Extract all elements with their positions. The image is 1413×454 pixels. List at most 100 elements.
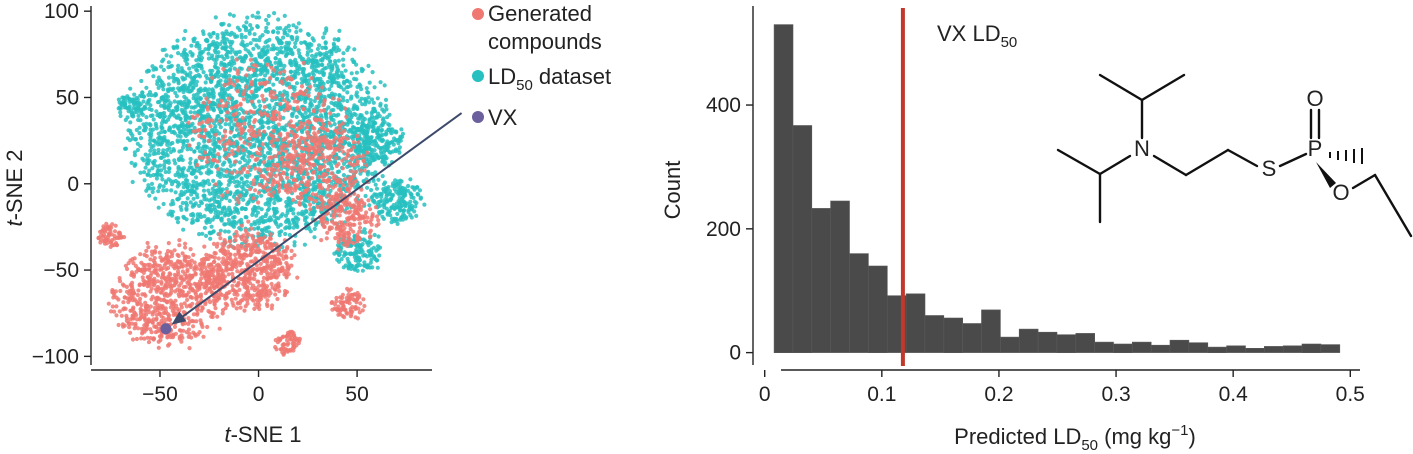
point-generated bbox=[130, 257, 135, 262]
point-ld50-dataset bbox=[255, 24, 260, 29]
point-ld50-dataset bbox=[213, 142, 218, 147]
point-ld50-dataset bbox=[173, 178, 178, 184]
point-generated bbox=[277, 259, 282, 264]
point-ld50-dataset bbox=[215, 32, 220, 38]
point-ld50-dataset bbox=[288, 198, 293, 203]
point-generated bbox=[251, 293, 256, 298]
point-generated bbox=[172, 248, 177, 253]
point-generated bbox=[193, 292, 198, 297]
point-generated bbox=[216, 276, 221, 281]
point-ld50-dataset bbox=[315, 201, 321, 206]
point-generated bbox=[104, 237, 109, 242]
point-ld50-dataset bbox=[344, 85, 349, 90]
point-ld50-dataset bbox=[192, 36, 197, 41]
point-ld50-dataset bbox=[156, 147, 161, 153]
point-ld50-dataset bbox=[354, 70, 359, 75]
point-ld50-dataset bbox=[389, 140, 395, 145]
point-ld50-dataset bbox=[197, 74, 202, 79]
point-generated bbox=[169, 254, 174, 259]
point-ld50-dataset bbox=[194, 83, 199, 88]
point-generated bbox=[237, 301, 242, 306]
point-ld50-dataset bbox=[341, 57, 346, 62]
point-ld50-dataset bbox=[345, 90, 350, 95]
point-ld50-dataset bbox=[201, 179, 206, 184]
point-ld50-dataset bbox=[306, 32, 311, 38]
point-ld50-dataset bbox=[265, 39, 270, 44]
point-generated bbox=[135, 326, 141, 331]
point-generated bbox=[112, 229, 118, 234]
point-generated bbox=[275, 296, 280, 302]
point-ld50-dataset bbox=[370, 265, 375, 270]
point-ld50-dataset bbox=[223, 222, 228, 227]
point-ld50-dataset bbox=[408, 205, 413, 210]
point-generated bbox=[162, 293, 167, 298]
point-ld50-dataset bbox=[146, 99, 151, 104]
point-generated bbox=[263, 265, 268, 271]
point-ld50-dataset bbox=[284, 25, 289, 30]
point-ld50-dataset bbox=[274, 209, 280, 214]
point-ld50-dataset bbox=[311, 68, 317, 73]
point-generated bbox=[265, 284, 270, 289]
point-generated bbox=[268, 266, 273, 271]
point-ld50-dataset bbox=[258, 103, 263, 109]
point-ld50-dataset bbox=[243, 173, 248, 178]
point-ld50-dataset bbox=[180, 200, 185, 206]
point-ld50-dataset bbox=[266, 206, 272, 211]
point-generated bbox=[119, 313, 124, 318]
point-generated bbox=[227, 239, 232, 244]
point-generated bbox=[149, 297, 154, 302]
point-ld50-dataset bbox=[204, 233, 209, 238]
point-ld50-dataset bbox=[208, 147, 213, 152]
point-ld50-dataset bbox=[349, 94, 354, 99]
point-ld50-dataset bbox=[264, 142, 270, 147]
point-ld50-dataset bbox=[352, 47, 357, 52]
point-ld50-dataset bbox=[128, 128, 133, 133]
point-generated bbox=[160, 273, 165, 278]
point-ld50-dataset bbox=[160, 177, 165, 182]
point-ld50-dataset bbox=[376, 145, 381, 150]
point-ld50-dataset bbox=[258, 62, 264, 67]
point-generated bbox=[137, 296, 143, 301]
point-ld50-dataset bbox=[251, 46, 256, 51]
point-generated bbox=[273, 283, 279, 288]
point-ld50-dataset bbox=[288, 207, 294, 212]
point-ld50-dataset bbox=[317, 43, 322, 48]
point-generated bbox=[121, 300, 126, 305]
point-ld50-dataset bbox=[209, 224, 214, 229]
point-ld50-dataset bbox=[231, 194, 236, 199]
point-generated bbox=[139, 326, 144, 331]
point-generated bbox=[230, 283, 235, 289]
point-ld50-dataset bbox=[294, 114, 299, 119]
point-ld50-dataset bbox=[397, 181, 402, 187]
point-ld50-dataset bbox=[383, 186, 388, 191]
point-ld50-dataset bbox=[177, 88, 182, 93]
point-generated bbox=[214, 263, 219, 268]
point-ld50-dataset bbox=[312, 235, 317, 240]
point-ld50-dataset bbox=[201, 70, 206, 75]
point-ld50-dataset bbox=[220, 162, 226, 167]
point-ld50-dataset bbox=[376, 125, 381, 130]
point-generated bbox=[224, 266, 229, 271]
point-ld50-dataset bbox=[366, 63, 371, 68]
point-ld50-dataset bbox=[341, 63, 346, 68]
point-ld50-dataset bbox=[387, 150, 392, 155]
point-ld50-dataset bbox=[325, 79, 330, 85]
point-ld50-dataset bbox=[275, 26, 280, 31]
point-ld50-dataset bbox=[341, 51, 346, 56]
point-generated bbox=[207, 278, 212, 283]
point-ld50-dataset bbox=[149, 107, 154, 112]
point-ld50-dataset bbox=[359, 96, 364, 101]
point-generated bbox=[232, 292, 237, 297]
point-generated bbox=[167, 317, 172, 323]
point-generated bbox=[176, 272, 181, 277]
point-ld50-dataset bbox=[175, 38, 180, 43]
point-generated bbox=[198, 267, 203, 272]
point-ld50-dataset bbox=[216, 204, 221, 209]
point-ld50-dataset bbox=[241, 145, 246, 150]
point-generated bbox=[268, 232, 273, 237]
point-generated bbox=[146, 245, 151, 250]
point-generated bbox=[186, 334, 191, 339]
point-ld50-dataset bbox=[260, 228, 265, 233]
point-ld50-dataset bbox=[365, 185, 370, 190]
point-ld50-dataset bbox=[224, 68, 229, 73]
